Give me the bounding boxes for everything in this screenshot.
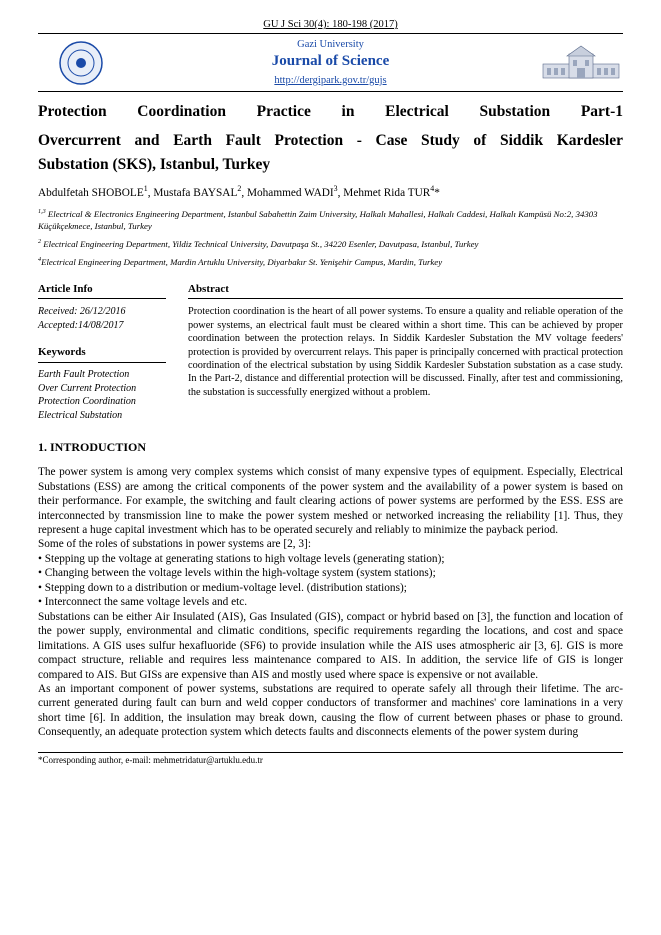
body-bullet: • Stepping up the voltage at generating … [38, 552, 623, 566]
body-bullet: • Changing between the voltage levels wi… [38, 566, 623, 580]
body-paragraph: Substations can be either Air Insulated … [38, 610, 623, 682]
logo-left [38, 40, 123, 86]
abstract-text: Protection coordination is the heart of … [188, 305, 623, 399]
article-info-heading: Article Info [38, 283, 166, 300]
paper-title-line3: Substation (SKS), Istanbul, Turkey [38, 155, 623, 174]
seal-icon [58, 40, 104, 86]
citation-line: GU J Sci 30(4): 180-198 (2017) [38, 18, 623, 31]
building-icon [541, 44, 621, 82]
keywords-heading: Keywords [38, 346, 166, 363]
accepted-date: Accepted:14/08/2017 [38, 319, 166, 333]
banner-center: Gazi University Journal of Science http:… [123, 38, 538, 87]
journal-name: Journal of Science [123, 52, 538, 71]
received-date: Received: 26/12/2016 [38, 305, 166, 319]
body-paragraph: As an important component of power syste… [38, 682, 623, 740]
journal-banner: Gazi University Journal of Science http:… [38, 33, 623, 92]
info-abstract-row: Article Info Received: 26/12/2016 Accept… [38, 283, 623, 423]
logo-right [538, 44, 623, 82]
affiliation-1: 1,3 Electrical & Electronics Engineering… [38, 208, 623, 232]
section-heading-intro: 1. INTRODUCTION [38, 440, 623, 455]
affiliation-2: 2 Electrical Engineering Department, Yil… [38, 238, 623, 250]
keyword: Electrical Substation [38, 409, 166, 423]
paper-title-line2: Overcurrent and Earth Fault Protection -… [38, 131, 623, 152]
journal-url[interactable]: http://dergipark.gov.tr/gujs [123, 74, 538, 87]
body-bullet: • Interconnect the same voltage levels a… [38, 595, 623, 609]
keyword: Earth Fault Protection [38, 368, 166, 382]
body-paragraph: The power system is among very complex s… [38, 465, 623, 537]
university-name: Gazi University [123, 38, 538, 51]
keyword: Over Current Protection [38, 382, 166, 396]
body-paragraph: Some of the roles of substations in powe… [38, 537, 623, 551]
abstract-heading: Abstract [188, 283, 623, 300]
abstract-col: Abstract Protection coordination is the … [188, 283, 623, 423]
keyword: Protection Coordination [38, 395, 166, 409]
authors: Abdulfetah SHOBOLE1, Mustafa BAYSAL2, Mo… [38, 184, 623, 200]
corresponding-footer: *Corresponding author, e-mail: mehmetrid… [38, 753, 623, 766]
body-bullet: • Stepping down to a distribution or med… [38, 581, 623, 595]
article-info-col: Article Info Received: 26/12/2016 Accept… [38, 283, 166, 423]
affiliation-3: 4Electrical Engineering Department, Mard… [38, 256, 623, 268]
paper-title-line1: Protection Coordination Practice in Elec… [38, 102, 623, 123]
